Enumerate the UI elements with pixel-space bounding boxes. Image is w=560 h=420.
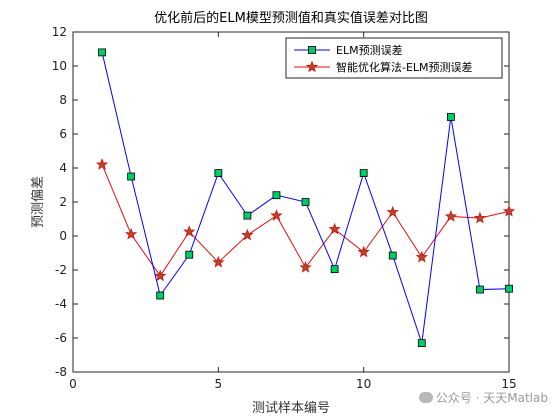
- x-tick-label: 0: [69, 377, 77, 391]
- x-tick-label: 10: [356, 377, 371, 391]
- y-axis-label: 预测偏差: [31, 176, 46, 228]
- data-point: [357, 245, 370, 258]
- y-tick-label: 8: [59, 93, 67, 107]
- legend-label: 智能优化算法-ELM预测误差: [336, 60, 473, 74]
- series-2: [95, 158, 516, 282]
- data-point: [328, 222, 341, 235]
- data-point: [272, 191, 281, 200]
- data-point: [502, 204, 516, 217]
- data-point: [243, 211, 252, 220]
- data-point: [183, 225, 196, 237]
- x-axis-label: 测试样本编号: [252, 401, 330, 416]
- y-tick-label: 0: [59, 229, 67, 243]
- data-point: [473, 211, 487, 224]
- watermark-text: 公众号 · 天天Matlab: [435, 391, 548, 405]
- data-point: [185, 250, 194, 259]
- legend-marker: [308, 46, 316, 54]
- data-point: [154, 269, 167, 282]
- data-point: [330, 265, 339, 274]
- y-tick-label: -2: [55, 263, 67, 277]
- data-point: [124, 227, 138, 240]
- data-point: [212, 255, 225, 268]
- y-tick-label: 12: [52, 25, 67, 39]
- data-point: [417, 339, 426, 348]
- data-point: [505, 284, 513, 293]
- y-tick-label: -4: [55, 297, 67, 311]
- x-tick-label: 5: [215, 377, 223, 391]
- data-point: [476, 285, 484, 294]
- data-point: [446, 113, 455, 121]
- wechat-icon: [418, 392, 433, 403]
- data-point: [299, 260, 312, 273]
- data-point: [95, 158, 109, 170]
- y-tick-label: 6: [59, 127, 67, 141]
- y-tick-label: 2: [59, 195, 67, 209]
- data-point: [98, 48, 106, 57]
- data-point: [359, 169, 368, 178]
- legend-marker: [305, 60, 319, 73]
- plot-area: [72, 31, 510, 373]
- data-point: [214, 169, 223, 178]
- data-point: [301, 198, 310, 206]
- watermark: 公众号 · 天天Matlab: [418, 389, 548, 406]
- data-point: [388, 251, 397, 260]
- y-tick-label: -8: [55, 365, 67, 379]
- data-point: [241, 228, 254, 241]
- x-tick-label: 15: [501, 377, 516, 391]
- y-tick-label: 10: [52, 59, 67, 73]
- series-layer: [95, 48, 516, 348]
- data-point: [415, 250, 428, 263]
- data-point: [444, 209, 458, 222]
- series-1: [98, 48, 513, 348]
- y-tick-label: -6: [55, 331, 67, 345]
- legend-label: ELM预测误差: [336, 43, 403, 57]
- data-point: [270, 209, 283, 221]
- legend-box: [285, 37, 503, 79]
- chart-title: 优化前后的ELM模型预测值和真实值误差对比图: [154, 10, 428, 26]
- legend-item-2: 智能优化算法-ELM预测误差: [294, 60, 473, 74]
- data-point: [156, 291, 165, 300]
- legend-item-1: ELM预测误差: [294, 43, 403, 57]
- axis-ticks: 0 5 10 15 -8 -6 -4 -2 0 2 4 6 8 10 12: [52, 25, 517, 391]
- data-point: [127, 172, 136, 181]
- data-point: [386, 205, 399, 218]
- y-tick-label: 4: [59, 161, 67, 175]
